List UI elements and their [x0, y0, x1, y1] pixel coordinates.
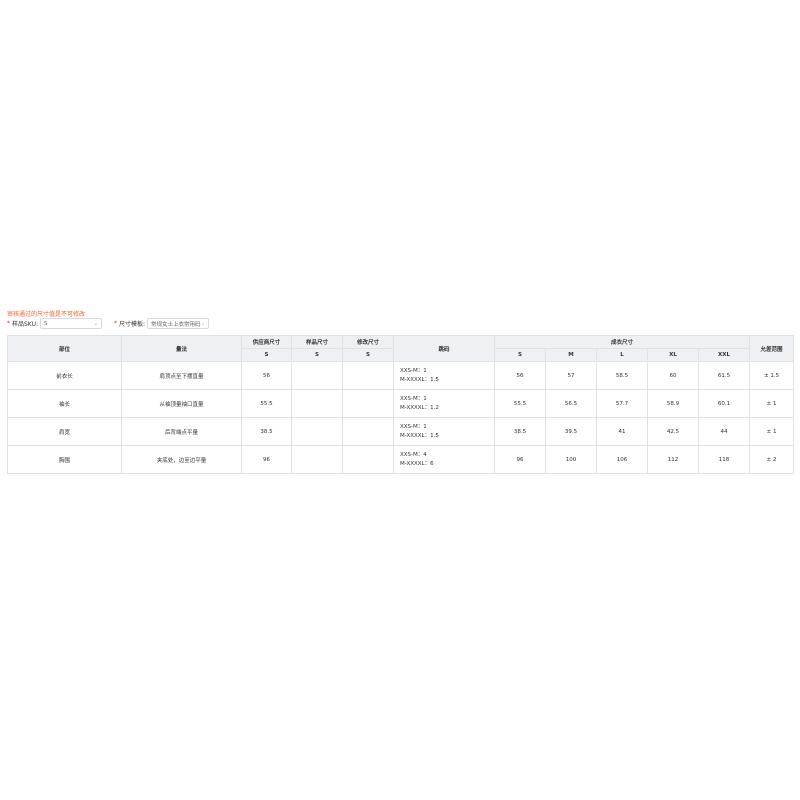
cell-size-value: 118 [697, 445, 751, 474]
header-method: 量法 [121, 335, 242, 362]
table-row: 袖长 从袖顶量袖口直量 55.5 XXS-M：1 M-XXXXL：1.2 55.5 56.5… [7, 389, 795, 418]
cell-part: 袖长 [7, 389, 122, 418]
header-jump: 跳码 [393, 335, 495, 362]
table-row: 前衣长 肩顶点至下摆直量 56 XXS-M：1 M-XXXXL：1.5 56 57 58.5 6… [7, 361, 795, 390]
cell-size-value: 96 [494, 445, 546, 474]
cell-supplier: 55.5 [241, 389, 292, 418]
size-table: 部位 量法 供应商尺寸 样品尺寸 修改尺寸 跳码 成衣尺寸 允差范围 S S S… [7, 335, 795, 474]
sku-label: 样品SKU: [12, 321, 38, 328]
sub-supplier: S [241, 348, 292, 362]
cell-method: 从袖顶量袖口直量 [121, 389, 242, 418]
cell-size-value: 56.5 [545, 389, 597, 418]
sub-modified: S [342, 348, 394, 362]
cell-supplier: 56 [241, 361, 292, 390]
template-label: 尺寸模板: [119, 321, 146, 328]
header-modified: 修改尺寸 [342, 335, 394, 349]
notice-text: 审核通过的尺寸值是不可修改 [7, 311, 86, 318]
cell-sample[interactable] [291, 361, 343, 390]
size-header: S [494, 348, 546, 362]
cell-jump: XXS-M：1 M-XXXXL：1.2 [393, 389, 495, 418]
size-header: M [545, 348, 597, 362]
header-tolerance: 允差范围 [749, 335, 795, 362]
cell-method: 夹底处，边至边平量 [121, 445, 242, 474]
cell-size-value: 57 [545, 361, 597, 390]
size-header: XL [647, 348, 699, 362]
cell-supplier: 38.5 [241, 417, 292, 446]
chevron-down-icon: ⌄ [200, 320, 206, 327]
cell-jump: XXS-M：1 M-XXXXL：1.5 [393, 417, 495, 446]
cell-jump: XXS-M：4 M-XXXXL：6 [393, 445, 495, 474]
table-row: 胸围 夹底处，边至边平量 96 XXS-M：4 M-XXXXL：6 96 100 106 112… [7, 445, 795, 474]
header-sample: 样品尺寸 [291, 335, 343, 349]
cell-tolerance: ± 1 [749, 389, 795, 418]
cell-size-value: 42.5 [647, 417, 699, 446]
jump-line: XXS-M：4 [400, 451, 427, 458]
cell-sample[interactable] [291, 389, 343, 418]
cell-size-value: 61.5 [697, 361, 751, 390]
jump-line: M-XXXXL：1.5 [400, 432, 439, 439]
required-mark: * [114, 320, 117, 327]
cell-modified[interactable] [342, 361, 394, 390]
cell-part: 前衣长 [7, 361, 122, 390]
cell-supplier: 96 [241, 445, 292, 474]
cell-modified[interactable] [342, 417, 394, 446]
jump-line: M-XXXXL：1.5 [400, 376, 439, 383]
header-garment: 成衣尺寸 [493, 335, 751, 349]
sub-sample: S [291, 348, 343, 362]
sku-value: S [44, 320, 48, 327]
jump-line: XXS-M：1 [400, 395, 427, 402]
cell-size-value: 106 [596, 445, 648, 474]
cell-size-value: 58.5 [596, 361, 648, 390]
cell-tolerance: ± 1 [749, 417, 795, 446]
header-part: 部位 [7, 335, 122, 362]
cell-sample[interactable] [291, 417, 343, 446]
cell-modified[interactable] [342, 445, 394, 474]
jump-line: XXS-M：1 [400, 367, 427, 374]
cell-method: 肩顶点至下摆直量 [121, 361, 242, 390]
required-mark: * [7, 320, 10, 327]
template-select[interactable]: 常规女士上衣常用码 ⌄ [147, 318, 210, 329]
header-supplier: 供应商尺寸 [241, 335, 292, 349]
cell-size-value: 44 [697, 417, 751, 446]
cell-part: 肩宽 [7, 417, 122, 446]
jump-line: M-XXXXL：1.2 [400, 404, 439, 411]
cell-size-value: 112 [647, 445, 699, 474]
cell-part: 胸围 [7, 445, 122, 474]
cell-size-value: 58.9 [647, 389, 699, 418]
chevron-down-icon: ⌄ [93, 320, 98, 327]
cell-size-value: 60 [647, 361, 699, 390]
jump-line: XXS-M：1 [400, 423, 427, 430]
filters: * 样品SKU: S ⌄ * 尺寸模板: 常规女士上衣常用码 ⌄ [7, 318, 210, 329]
template-value: 常规女士上衣常用码 [151, 321, 201, 328]
cell-size-value: 57.7 [596, 389, 648, 418]
cell-sample[interactable] [291, 445, 343, 474]
sku-select[interactable]: S ⌄ [40, 318, 102, 329]
cell-size-value: 56 [494, 361, 546, 390]
cell-size-value: 60.1 [697, 389, 751, 418]
cell-tolerance: ± 2 [749, 445, 795, 474]
cell-size-value: 41 [596, 417, 648, 446]
cell-tolerance: ± 1.5 [749, 361, 795, 390]
size-header: L [596, 348, 648, 362]
size-header: XXL [697, 348, 751, 362]
jump-line: M-XXXXL：6 [400, 460, 434, 467]
cell-size-value: 55.5 [494, 389, 546, 418]
cell-method: 后背端点平量 [121, 417, 242, 446]
cell-modified[interactable] [342, 389, 394, 418]
cell-size-value: 100 [545, 445, 597, 474]
cell-size-value: 39.5 [545, 417, 597, 446]
cell-jump: XXS-M：1 M-XXXXL：1.5 [393, 361, 495, 390]
cell-size-value: 38.5 [494, 417, 546, 446]
table-row: 肩宽 后背端点平量 38.5 XXS-M：1 M-XXXXL：1.5 38.5 39.5 41… [7, 417, 795, 446]
